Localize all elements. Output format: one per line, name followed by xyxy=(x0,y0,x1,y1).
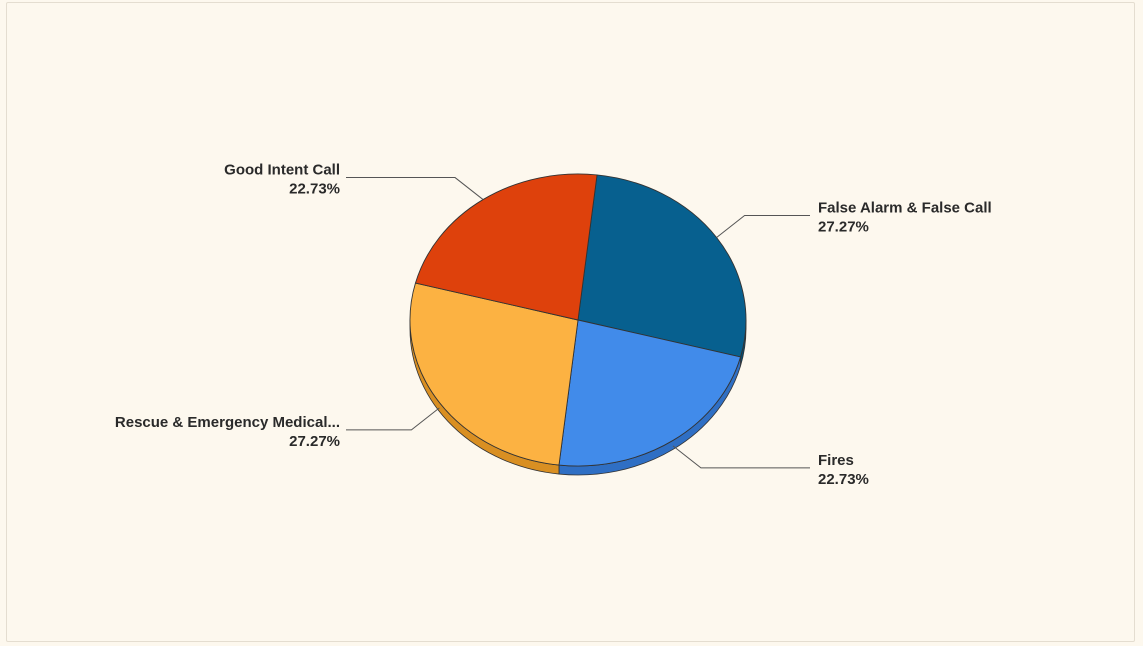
slice-label: Fires xyxy=(818,452,854,469)
slice-label: False Alarm & False Call xyxy=(818,199,992,216)
leader-line xyxy=(716,214,810,238)
slice-label: Rescue & Emergency Medical... xyxy=(115,414,340,431)
pie-slice xyxy=(558,319,742,467)
leader-line xyxy=(346,177,484,200)
slice-percent-label: 22.73% xyxy=(818,471,869,488)
slice-percent-label: 27.27% xyxy=(289,433,340,450)
slice-labels: False Alarm & False Call 27.27% Fires 22.73… xyxy=(115,162,992,488)
pie-slice xyxy=(577,174,747,358)
leader-lines xyxy=(346,177,810,469)
pie-slices xyxy=(409,173,747,467)
leader-line xyxy=(672,445,810,469)
slice-percent-label: 22.73% xyxy=(289,181,340,198)
pie-slice xyxy=(409,282,579,466)
leader-line xyxy=(346,407,440,431)
slice-percent-label: 27.27% xyxy=(818,218,869,235)
slice-label: Good Intent Call xyxy=(224,162,340,179)
pie-slice xyxy=(414,173,598,321)
